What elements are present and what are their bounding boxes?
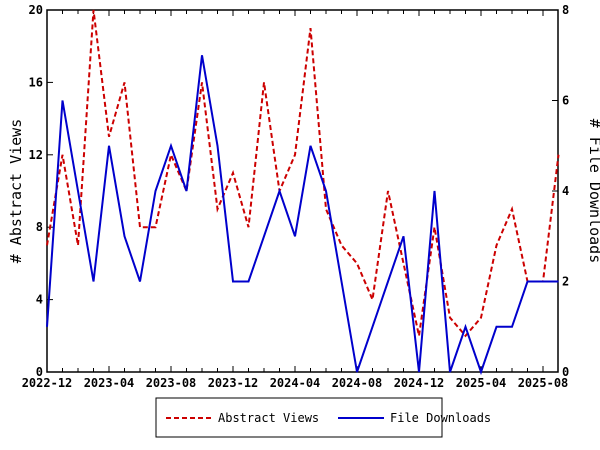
series-line-file-downloads — [46, 55, 559, 376]
x-tick-label: 2024-04 — [270, 376, 321, 390]
y2-tick-label: 0 — [562, 365, 569, 379]
series-line-abstract-views — [46, 9, 560, 338]
y2-axis-label: # File Downloads — [586, 119, 600, 264]
y2-tick-label: 8 — [562, 3, 569, 17]
x-tick-label: 2023-04 — [84, 376, 135, 390]
y-axis-label: # Abstract Views — [7, 119, 25, 264]
y2-tick-label: 6 — [562, 94, 569, 108]
y-tick-label: 0 — [36, 365, 43, 379]
y-tick-label: 16 — [29, 75, 43, 89]
legend: Abstract Views File Downloads — [155, 397, 491, 438]
x-tick-label: 2025-08 — [518, 376, 569, 390]
x-tick-label: 2024-12 — [394, 376, 445, 390]
legend-label-views: Abstract Views — [218, 411, 319, 425]
y-tick-label: 12 — [29, 148, 43, 162]
x-tick-label: 2023-08 — [146, 376, 197, 390]
y2-tick-label: 4 — [562, 184, 569, 198]
y-tick-label: 20 — [29, 3, 43, 17]
x-tick-label: 2025-04 — [456, 376, 507, 390]
x-tick-label: 2022-12 — [22, 376, 73, 390]
x-tick-label: 2024-08 — [332, 376, 383, 390]
x-tick-label: 2023-12 — [208, 376, 259, 390]
y2-tick-label: 2 — [562, 275, 569, 289]
legend-label-downloads: File Downloads — [390, 411, 491, 425]
y-tick-label: 4 — [36, 293, 43, 307]
y-tick-label: 8 — [36, 220, 43, 234]
